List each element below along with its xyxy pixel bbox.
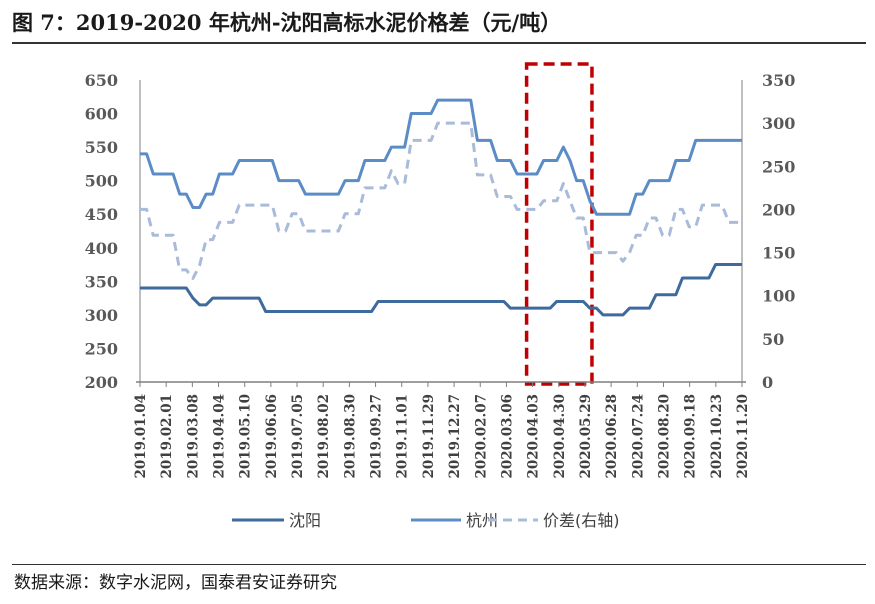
x-tick-label: 2020.09.18 bbox=[683, 394, 699, 479]
y-right-tick-label: 350 bbox=[762, 71, 795, 90]
x-tick-label: 2019.11.29 bbox=[421, 394, 437, 479]
x-tick-label: 2019.11.01 bbox=[395, 394, 411, 479]
x-tick-label: 2020.06.28 bbox=[604, 394, 620, 479]
series-line-spread bbox=[140, 121, 742, 280]
y-right-tick-label: 100 bbox=[762, 287, 795, 306]
legend-item-spread-label: 价差(右轴) bbox=[543, 511, 620, 530]
legend-item-shenyang-label: 沈阳 bbox=[289, 511, 321, 530]
y-left-tick-label: 550 bbox=[85, 138, 118, 157]
y-left-tick-label: 400 bbox=[85, 239, 118, 258]
y-left-tick-label: 250 bbox=[85, 339, 118, 358]
y-right-tick-label: 0 bbox=[762, 373, 773, 392]
x-tick-label: 2019.07.05 bbox=[290, 394, 306, 479]
y-left-tick-label: 200 bbox=[85, 373, 118, 392]
y-left-tick-label: 350 bbox=[85, 272, 118, 291]
x-tick-label: 2020.04.30 bbox=[552, 394, 568, 479]
highlight-box bbox=[524, 62, 594, 386]
x-tick-label: 2020.05.29 bbox=[578, 394, 594, 479]
legend-item-hangzhou-label: 杭州 bbox=[466, 511, 498, 530]
x-tick-label: 2019.09.27 bbox=[369, 394, 385, 479]
y-left-tick-label: 300 bbox=[85, 306, 118, 325]
x-tick-label: 2019.08.30 bbox=[342, 394, 358, 479]
y-left-tick-label: 500 bbox=[85, 172, 118, 191]
y-left-tick-label: 600 bbox=[85, 105, 118, 124]
y-right-tick-label: 200 bbox=[762, 200, 795, 219]
source-rule bbox=[12, 564, 866, 565]
x-tick-label: 2019.05.10 bbox=[238, 394, 254, 479]
x-tick-label: 2020.04.03 bbox=[526, 394, 542, 479]
y-right-tick-label: 300 bbox=[762, 114, 795, 133]
x-tick-label: 2020.10.23 bbox=[709, 394, 725, 479]
x-tick-label: 2019.08.02 bbox=[316, 394, 332, 479]
x-tick-label: 2019.12.27 bbox=[447, 394, 463, 479]
x-tick-label: 2019.02.01 bbox=[159, 394, 175, 479]
title-rule bbox=[12, 42, 866, 44]
y-right-tick-label: 50 bbox=[762, 330, 784, 349]
x-tick-label: 2020.03.06 bbox=[499, 394, 515, 479]
source-note: 数据来源：数字水泥网，国泰君安证券研究 bbox=[14, 573, 337, 593]
y-left-tick-label: 450 bbox=[85, 205, 118, 224]
x-tick-label: 2019.01.04 bbox=[133, 394, 149, 479]
x-tick-label: 2020.08.20 bbox=[656, 394, 672, 479]
series-line-shenyang bbox=[140, 263, 742, 317]
x-tick-label: 2020.07.24 bbox=[630, 394, 646, 479]
series-line-hangzhou bbox=[140, 98, 742, 216]
x-tick-label: 2019.04.04 bbox=[212, 394, 228, 479]
x-tick-label: 2020.02.07 bbox=[473, 394, 489, 479]
y-left-tick-label: 650 bbox=[85, 71, 118, 90]
y-right-tick-label: 150 bbox=[762, 244, 795, 263]
x-tick-label: 2020.11.20 bbox=[735, 394, 751, 479]
y-right-tick-label: 250 bbox=[762, 157, 795, 176]
x-tick-label: 2019.06.06 bbox=[264, 394, 280, 479]
chart-title: 图 7：2019-2020 年杭州-沈阳高标水泥价格差（元/吨） bbox=[12, 10, 562, 35]
x-tick-label: 2019.03.08 bbox=[185, 394, 201, 479]
